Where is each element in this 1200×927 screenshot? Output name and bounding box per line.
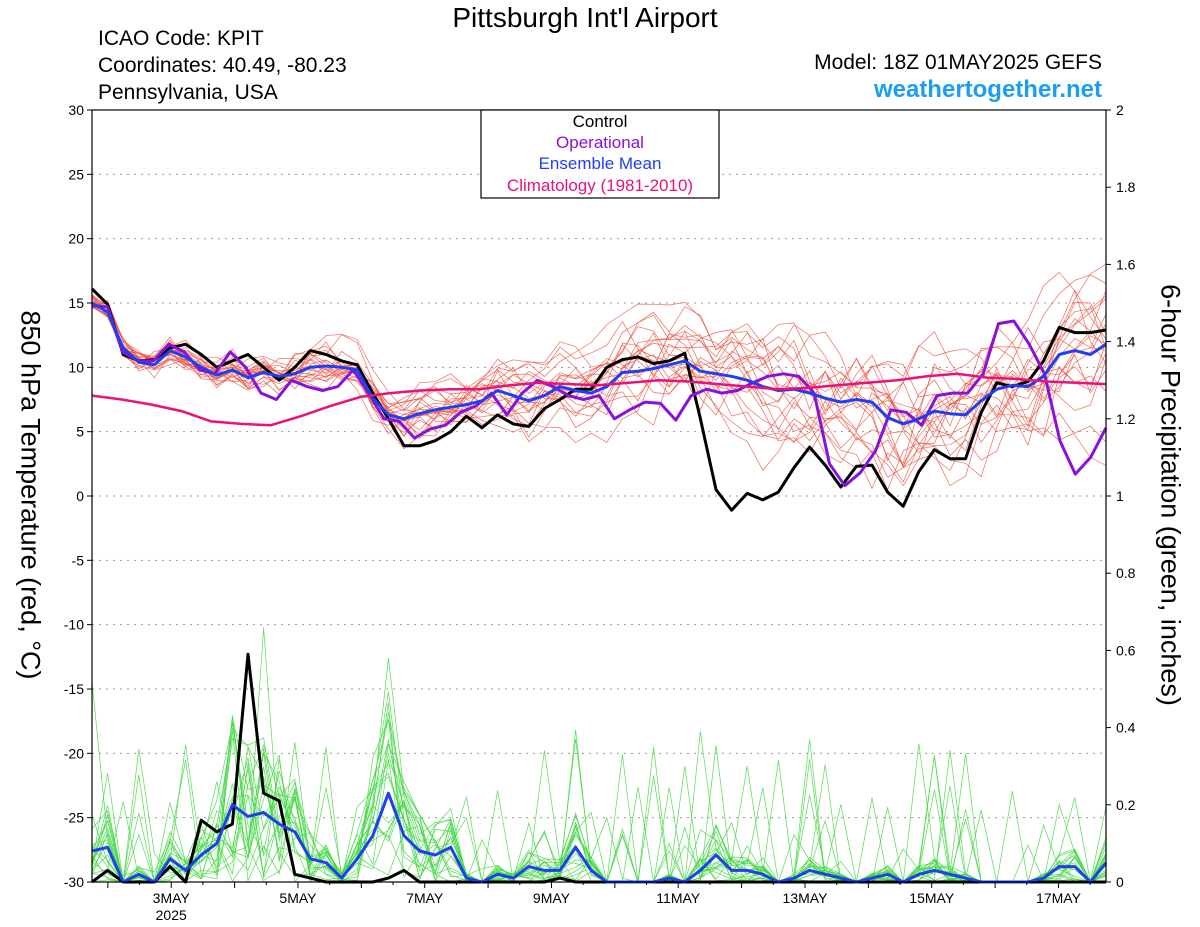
y-tick-label-left: -15 <box>64 681 84 697</box>
climatology-1981-2010-line <box>91 372 1107 427</box>
coordinates: Coordinates: 40.49, -80.23 <box>98 54 347 77</box>
y-tick-label-left: -20 <box>64 745 84 761</box>
temp-member-line <box>91 263 1107 472</box>
ensemble-mean-line <box>91 301 1107 426</box>
ensemble-mean-precipitation-line <box>91 791 1108 884</box>
y-tick-label-left: -5 <box>72 552 85 568</box>
y-tick-label-left: 15 <box>68 295 84 311</box>
model-run: Model: 18Z 01MAY2025 GEFS <box>814 51 1102 74</box>
temp-member-line <box>91 301 1107 436</box>
legend-ensemble-mean: Ensemble Mean <box>539 154 662 173</box>
x-tick-label: 11MAY <box>656 890 700 906</box>
x-tick-label: 13MAY <box>783 890 829 906</box>
y-tick-label-left: -10 <box>64 617 84 633</box>
legend-climatology: Climatology (1981-2010) <box>507 176 693 195</box>
y-tick-label-right: 1.8 <box>1116 179 1136 195</box>
region: Pennsylvania, USA <box>98 81 278 104</box>
x-tick-label: 5MAY <box>279 890 317 906</box>
x-tick-label: 15MAY <box>909 890 955 906</box>
y-tick-label-right: 1.6 <box>1116 256 1136 272</box>
y-tick-label-right: 0.8 <box>1116 565 1136 581</box>
temp-member-line <box>91 289 1107 453</box>
y-tick-label-right: 0.4 <box>1116 720 1136 736</box>
x-tick-label: 7MAY <box>406 890 444 906</box>
y-tick-label-right: 0.6 <box>1116 642 1136 658</box>
legend-operational: Operational <box>556 133 644 152</box>
precip-member-line <box>91 737 1107 883</box>
website-link[interactable]: weathertogether.net <box>873 76 1102 103</box>
x-tick-label: 3MAY <box>153 890 191 906</box>
icao-code: ICAO Code: KPIT <box>98 27 264 50</box>
y-tick-label-left: 10 <box>68 359 84 375</box>
axes: 302520151050-5-10-15-20-25-3021.81.61.41… <box>64 102 1136 923</box>
y-tick-label-right: 0 <box>1116 874 1124 890</box>
x-year-label: 2025 <box>156 907 187 923</box>
y-tick-label-right: 0.2 <box>1116 797 1136 813</box>
x-tick-label: 9MAY <box>533 890 571 906</box>
temp-member-line <box>91 274 1107 490</box>
temp-member-line <box>91 296 1107 471</box>
y-tick-label-left: -30 <box>64 874 84 890</box>
temp-member-line <box>91 305 1107 446</box>
grid <box>92 173 1106 819</box>
y-tick-label-left: 25 <box>68 166 84 182</box>
y-tick-label-left: -25 <box>64 810 84 826</box>
temp-member-line <box>91 294 1107 486</box>
x-tick-label: 17MAY <box>1036 890 1082 906</box>
y-tick-label-right: 1 <box>1116 488 1124 504</box>
legend: Control Operational Ensemble Mean Climat… <box>480 109 720 199</box>
legend-box <box>480 109 720 199</box>
y-tick-label-left: 20 <box>68 231 84 247</box>
y-tick-label-right: 2 <box>1116 102 1124 118</box>
page-title: Pittsburgh Int'l Airport <box>452 2 718 33</box>
legend-control: Control <box>573 112 628 131</box>
y-tick-label-left: 0 <box>76 488 84 504</box>
y-tick-label-left: 30 <box>68 102 84 118</box>
control-line <box>90 287 1107 512</box>
y-tick-label-right: 1.2 <box>1116 411 1136 427</box>
y-tick-label-right: 1.4 <box>1116 334 1136 350</box>
temp-member-line <box>91 294 1107 447</box>
operational-line <box>91 304 1108 488</box>
series-lines <box>90 287 1108 884</box>
y-tick-label-left: 5 <box>76 424 84 440</box>
